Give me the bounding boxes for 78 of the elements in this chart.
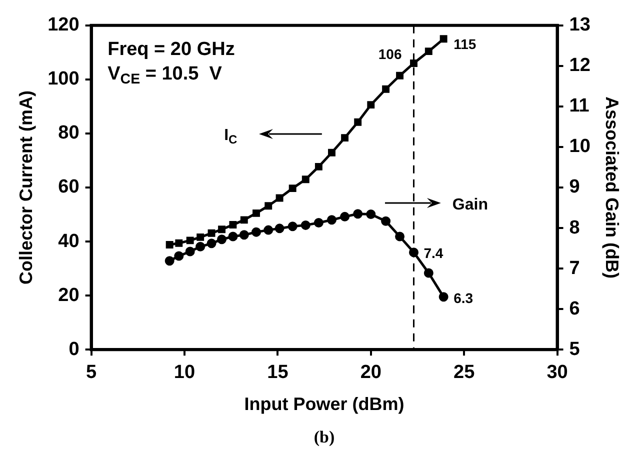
y2-tick-label: 10 — [569, 136, 590, 158]
y2-axis-title: Associated Gain (dB) — [602, 96, 622, 279]
x-tick-label: 15 — [267, 362, 289, 384]
point — [228, 232, 238, 242]
point — [174, 251, 184, 261]
y-tick-label: 0 — [68, 338, 80, 360]
point — [440, 35, 448, 43]
point — [164, 256, 174, 266]
point — [217, 234, 227, 244]
x-axis-title: Input Power (dBm) — [244, 394, 404, 414]
y2-tick-label: 6 — [569, 298, 580, 320]
annotation: Freq = 20 GHz — [108, 38, 235, 60]
point — [208, 229, 216, 237]
point — [328, 148, 336, 156]
point — [340, 212, 350, 222]
point — [353, 209, 363, 219]
y2-tick-label: 13 — [569, 14, 590, 36]
point — [396, 72, 404, 80]
point — [382, 85, 390, 93]
point — [229, 221, 237, 229]
x-tick-label: 5 — [86, 362, 98, 384]
point — [206, 238, 216, 248]
y-tick-label: 40 — [58, 230, 80, 252]
y2-tick-label: 5 — [569, 338, 580, 360]
text: (b) — [314, 427, 335, 446]
point — [239, 230, 249, 240]
data-label: 106 — [378, 46, 402, 62]
point — [288, 222, 298, 232]
point — [410, 60, 418, 67]
point — [302, 176, 310, 184]
x-tick-label: 10 — [174, 362, 196, 384]
y-axis-title: Collector Current (mA) — [16, 90, 36, 285]
y2-tick-label: 12 — [569, 55, 590, 76]
point — [264, 202, 272, 210]
point — [409, 248, 418, 258]
point — [326, 215, 336, 225]
point — [367, 101, 375, 109]
point — [300, 220, 310, 230]
point — [240, 216, 248, 224]
point — [175, 239, 183, 247]
data-label: 6.3 — [454, 290, 474, 306]
y2-tick-label: 8 — [569, 217, 580, 238]
y-tick-label: 120 — [48, 14, 80, 36]
annotation: Gain — [452, 196, 488, 214]
data-label: 115 — [454, 36, 476, 52]
point — [354, 118, 362, 126]
point — [314, 218, 324, 228]
point — [252, 209, 260, 217]
point — [166, 241, 174, 248]
point — [274, 224, 284, 234]
data-label: 7.4 — [424, 245, 444, 262]
y2-tick-label: 9 — [569, 176, 580, 198]
point — [186, 236, 194, 244]
point — [288, 184, 296, 192]
point — [196, 242, 206, 252]
point — [438, 292, 448, 302]
point — [395, 232, 405, 242]
point — [314, 162, 322, 170]
point — [264, 225, 274, 235]
point — [185, 246, 195, 256]
y-tick-label: 20 — [58, 284, 80, 306]
point — [252, 227, 262, 237]
x-tick-label: 30 — [546, 362, 568, 384]
y2-tick-label: 7 — [569, 258, 580, 279]
point — [366, 209, 376, 219]
point — [424, 268, 434, 278]
y-tick-label: 60 — [58, 176, 80, 198]
point — [424, 48, 432, 56]
y2-tick-label: 11 — [569, 96, 590, 117]
point — [218, 226, 226, 234]
y-tick-label: 100 — [48, 68, 80, 90]
point — [381, 216, 391, 226]
x-tick-label: 25 — [454, 362, 476, 384]
point — [196, 233, 204, 241]
x-tick-label: 20 — [360, 362, 382, 384]
y-tick-label: 80 — [58, 122, 80, 144]
point — [341, 134, 349, 142]
point — [276, 194, 284, 202]
